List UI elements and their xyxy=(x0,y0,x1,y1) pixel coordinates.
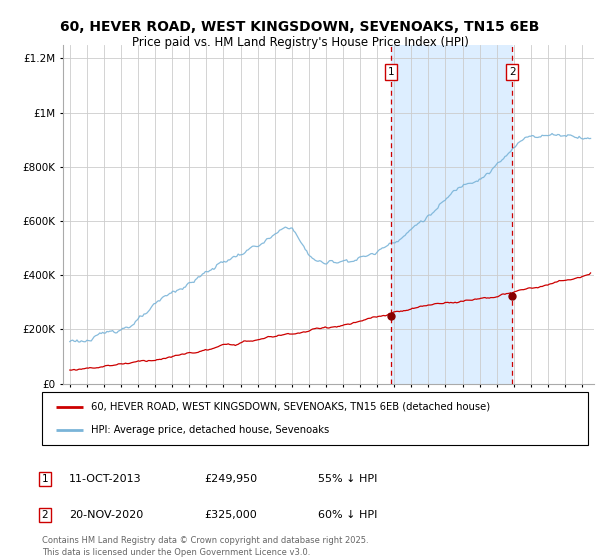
Text: 55% ↓ HPI: 55% ↓ HPI xyxy=(318,474,377,484)
Text: £249,950: £249,950 xyxy=(204,474,257,484)
Text: 2: 2 xyxy=(509,67,515,77)
Text: 60% ↓ HPI: 60% ↓ HPI xyxy=(318,510,377,520)
Text: 1: 1 xyxy=(388,67,394,77)
Text: Contains HM Land Registry data © Crown copyright and database right 2025.
This d: Contains HM Land Registry data © Crown c… xyxy=(42,536,368,557)
Text: 11-OCT-2013: 11-OCT-2013 xyxy=(69,474,142,484)
Text: 60, HEVER ROAD, WEST KINGSDOWN, SEVENOAKS, TN15 6EB: 60, HEVER ROAD, WEST KINGSDOWN, SEVENOAK… xyxy=(61,20,539,34)
Text: 2: 2 xyxy=(41,510,49,520)
Bar xyxy=(391,45,512,384)
Text: Price paid vs. HM Land Registry's House Price Index (HPI): Price paid vs. HM Land Registry's House … xyxy=(131,36,469,49)
Text: 1: 1 xyxy=(41,474,49,484)
Text: 60, HEVER ROAD, WEST KINGSDOWN, SEVENOAKS, TN15 6EB (detached house): 60, HEVER ROAD, WEST KINGSDOWN, SEVENOAK… xyxy=(91,402,490,412)
Text: HPI: Average price, detached house, Sevenoaks: HPI: Average price, detached house, Seve… xyxy=(91,425,329,435)
Text: £325,000: £325,000 xyxy=(204,510,257,520)
Text: 20-NOV-2020: 20-NOV-2020 xyxy=(69,510,143,520)
FancyBboxPatch shape xyxy=(42,392,588,445)
